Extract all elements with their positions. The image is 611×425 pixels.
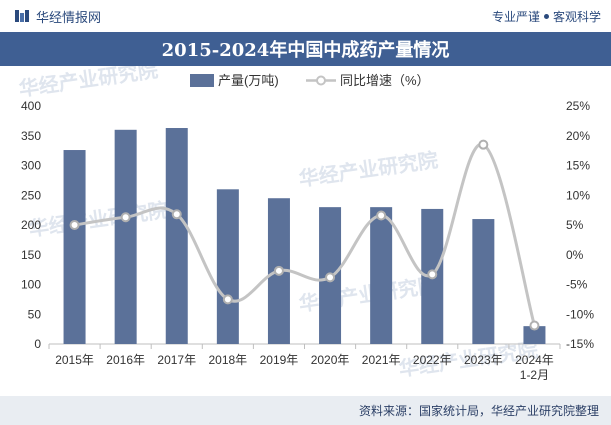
right-axis-tick-label: 5% xyxy=(566,218,584,232)
line-point xyxy=(69,220,80,230)
slogan-left: 专业严谨 xyxy=(491,9,540,24)
bar xyxy=(370,207,393,344)
left-axis-tick-label: 50 xyxy=(28,307,42,321)
chart-title: 2015-2024年中国中成药产量情况 xyxy=(0,32,611,66)
watermark-text: 华经产业研究院 xyxy=(27,198,169,241)
x-axis-tick-label: 2020年 xyxy=(311,353,350,367)
bar xyxy=(63,150,86,344)
left-axis-tick-label: 0 xyxy=(34,337,41,351)
bar xyxy=(216,189,239,344)
x-axis-tick-label: 2018年 xyxy=(208,353,247,367)
x-axis-tick-label: 2017年 xyxy=(157,353,196,367)
left-axis-tick-label: 350 xyxy=(21,129,41,143)
slogan: 专业严谨 客观科学 xyxy=(492,8,601,25)
line-point xyxy=(376,210,387,221)
slogan-right: 客观科学 xyxy=(552,9,601,24)
legend-line-marker xyxy=(316,75,326,86)
x-axis-tick-label: 2022年 xyxy=(413,353,452,367)
right-axis-tick-label: 25% xyxy=(566,99,590,113)
right-axis-tick-label: 20% xyxy=(566,129,590,143)
x-axis-tick-label: 2015年 xyxy=(55,353,94,367)
x-axis-tick-label: 1-2月 xyxy=(520,368,549,382)
line-point xyxy=(222,294,233,305)
legend: 产量(万吨) 同比增速（%） xyxy=(190,73,430,88)
left-axis-tick-label: 400 xyxy=(21,99,41,113)
left-axis-tick-label: 300 xyxy=(21,159,41,173)
right-axis-tick-label: -5% xyxy=(566,278,588,292)
bar xyxy=(165,128,188,344)
line-point xyxy=(273,265,284,276)
left-axis-tick-label: 100 xyxy=(21,278,41,292)
line-point xyxy=(529,320,540,331)
brand-logo-icon xyxy=(15,10,29,22)
bar xyxy=(472,219,495,344)
line-point xyxy=(120,212,131,223)
top-bar: 华经情报网 专业严谨 客观科学 xyxy=(0,0,611,32)
brand-name: 华经情报网 xyxy=(36,9,102,25)
right-axis-tick-label: 0% xyxy=(566,248,584,262)
legend-bar-swatch xyxy=(190,74,214,87)
separator-dot-icon xyxy=(543,13,549,19)
left-axis-tick-label: 200 xyxy=(21,218,41,232)
line-point xyxy=(478,139,489,150)
footer: 资料来源：国家统计局，华经产业研究院整理 xyxy=(0,396,611,425)
x-axis-tick-label: 2023年 xyxy=(464,353,503,367)
right-axis-tick-label: 10% xyxy=(566,188,590,202)
x-axis-tick-label: 2024年 xyxy=(515,353,554,367)
bar xyxy=(523,326,546,344)
line-point xyxy=(171,209,182,220)
right-axis-tick-label: -15% xyxy=(566,337,594,351)
legend-bar-label: 产量(万吨) xyxy=(218,73,279,88)
watermark-text: 华经产业研究院 xyxy=(297,148,439,191)
left-axis-tick-label: 250 xyxy=(21,188,41,202)
bar xyxy=(114,129,137,344)
line-point xyxy=(427,269,438,280)
brand: 华经情报网 xyxy=(14,7,101,26)
x-axis-tick-label: 2019年 xyxy=(260,353,299,367)
x-axis-tick-label: 2021年 xyxy=(362,353,401,367)
left-axis-tick-label: 150 xyxy=(21,248,41,262)
line-point xyxy=(325,272,336,283)
source-note: 资料来源：国家统计局，华经产业研究院整理 xyxy=(358,404,599,418)
x-axis-tick-label: 2016年 xyxy=(106,353,145,367)
right-axis-tick-label: 15% xyxy=(566,159,590,173)
right-axis-tick-label: -10% xyxy=(566,307,594,321)
legend-line-label: 同比增速（%） xyxy=(340,73,430,88)
watermark-text: 华经产业研究院 xyxy=(17,66,159,101)
